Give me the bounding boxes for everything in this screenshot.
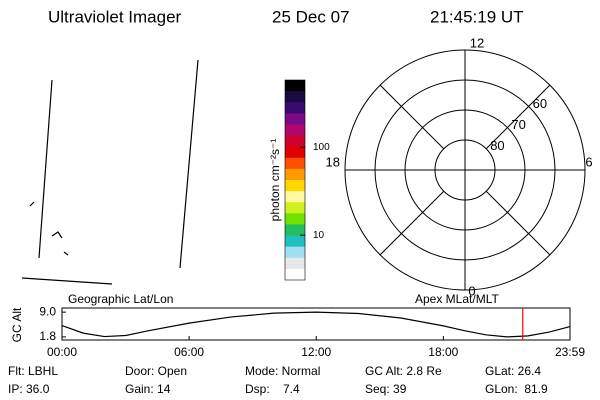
status-field: Flt: LBHL: [8, 364, 58, 378]
y-tick-label: 1.8: [39, 329, 56, 343]
status: Flt: LBHL Door: Open Mode: Normal GC Alt: 2…: [8, 364, 548, 396]
x-tick-label: 06:00: [174, 345, 204, 359]
color-step: [285, 180, 305, 192]
color-step: [285, 257, 305, 270]
mlt-label: 18: [326, 154, 340, 169]
meridian: [379, 84, 445, 150]
status-field: Dsp: 7.4: [245, 382, 300, 396]
mlt-label: 0: [468, 283, 475, 298]
time: 21:45:19 UT: [430, 7, 524, 26]
y-tick-label: 9.0: [39, 304, 56, 318]
x-tick-label: 12:00: [301, 345, 331, 359]
color-step: [285, 80, 305, 92]
status-field: Gain: 14: [125, 382, 171, 396]
color-step: [285, 91, 305, 103]
meridian: [379, 190, 445, 256]
status-field: GLat: 26.4: [485, 364, 541, 378]
mlt-label: 12: [470, 35, 484, 50]
meridian: [485, 84, 551, 150]
status-field: Mode: Normal: [245, 364, 320, 378]
x-tick-label: 18:00: [428, 345, 458, 359]
color-step: [285, 168, 305, 181]
image-panel: [21, 59, 199, 285]
status-field: GC Alt: 2.8 Re: [365, 364, 442, 378]
color-step: [285, 124, 305, 137]
colorbar-label: photon cm⁻²s⁻¹: [268, 139, 282, 222]
title: Ultraviolet Imager: [48, 7, 182, 26]
status-field: GLon: 81.9: [485, 382, 548, 396]
x-tick-label: 00:00: [47, 345, 77, 359]
color-step: [285, 202, 305, 214]
alt-right-label: Apex MLat/MLT: [415, 292, 499, 306]
status-field: Seq: 39: [365, 382, 407, 396]
color-step: [285, 268, 305, 281]
status-field: Door: Open: [125, 364, 187, 378]
colorbar-tick-label: 100: [313, 142, 330, 153]
lat-label: 60: [533, 96, 547, 111]
color-step: [285, 213, 305, 225]
alt-ylabel: GC Alt: [10, 307, 24, 342]
color-step: [285, 113, 305, 125]
color-step: [285, 102, 305, 114]
colorbar-tick-label: 10: [313, 230, 325, 241]
alt-left-label: Geographic Lat/Lon: [68, 292, 173, 306]
color-step: [285, 157, 305, 170]
altitude-plot: 9.0 1.8 00:00 06:00 12:00 18:00 23:59: [39, 304, 585, 359]
color-step: [285, 246, 305, 259]
color-step: [285, 135, 305, 148]
lat-label: 70: [511, 117, 525, 132]
x-tick-label: 23:59: [555, 345, 585, 359]
color-step: [285, 191, 305, 203]
colorbar: 100 10: [284, 79, 330, 281]
mlt-label: 6: [585, 154, 592, 169]
colorbar-frame: [284, 79, 306, 281]
status-field: IP: 36.0: [8, 382, 50, 396]
date: 25 Dec 07: [272, 7, 350, 26]
color-step: [285, 224, 305, 237]
lat-label: 80: [490, 138, 504, 153]
color-step: [285, 146, 305, 159]
color-step: [285, 235, 305, 248]
altitude-line: [61, 311, 571, 338]
meridian: [485, 190, 551, 256]
